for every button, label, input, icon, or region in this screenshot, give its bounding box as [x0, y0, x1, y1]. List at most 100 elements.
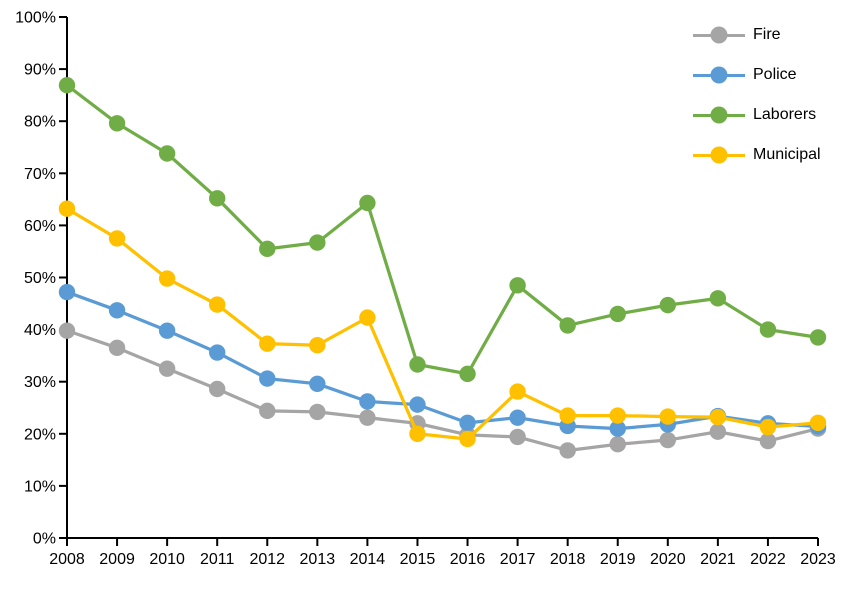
data-point-police-2012	[259, 370, 276, 387]
data-point-police-2019	[609, 420, 626, 437]
data-point-police-2015	[409, 396, 426, 413]
data-point-police-2016	[459, 414, 476, 432]
legend-item-police: Police	[693, 55, 821, 95]
x-axis-tick-label: 2016	[450, 551, 486, 568]
data-point-fire-2008	[58, 322, 76, 339]
data-point-police-2017	[509, 409, 526, 426]
data-point-fire-2014	[359, 409, 376, 426]
data-point-laborers-2015	[409, 356, 426, 373]
chart-legend: Fire Police Laborers Municipal	[693, 15, 821, 175]
data-point-municipal-2014	[359, 309, 376, 326]
x-axis-tick-label: 2023	[800, 551, 836, 568]
x-axis-tick-label: 2017	[500, 551, 536, 568]
data-point-police-2008	[58, 283, 76, 301]
data-point-municipal-2018	[559, 407, 576, 424]
legend-item-municipal: Municipal	[693, 135, 821, 175]
data-point-municipal-2016	[459, 430, 476, 448]
data-point-laborers-2017	[509, 277, 526, 294]
legend-marker-line	[693, 26, 745, 44]
data-point-laborers-2019	[609, 305, 626, 323]
x-axis-tick-label: 2013	[300, 551, 336, 568]
data-point-fire-2021	[709, 423, 727, 440]
x-axis-tick-label: 2008	[49, 551, 85, 568]
data-point-fire-2012	[259, 402, 276, 420]
y-axis-tick-label: 90%	[24, 62, 56, 79]
legend-marker-line	[693, 106, 745, 124]
y-axis-tick-label: 30%	[24, 374, 56, 391]
data-point-municipal-2013	[309, 337, 326, 354]
data-point-municipal-2021	[709, 408, 727, 426]
legend-label: Municipal	[753, 146, 821, 163]
data-point-municipal-2010	[158, 270, 176, 287]
data-point-police-2010	[158, 322, 176, 339]
x-axis-tick-label: 2022	[750, 551, 786, 568]
x-axis-tick-label: 2021	[700, 551, 736, 568]
data-point-laborers-2018	[559, 317, 576, 334]
y-axis-tick-label: 0%	[33, 531, 56, 548]
legend-marker-dot	[710, 26, 728, 44]
data-point-police-2014	[359, 393, 376, 410]
y-axis-tick-label: 80%	[24, 114, 56, 131]
data-point-municipal-2019	[609, 407, 626, 424]
x-axis-tick-label: 2015	[400, 551, 436, 568]
data-point-fire-2020	[659, 431, 676, 449]
data-point-municipal-2012	[259, 335, 276, 352]
x-axis-tick-label: 2012	[249, 551, 285, 568]
data-point-laborers-2023	[809, 329, 827, 346]
data-point-laborers-2020	[659, 296, 676, 314]
x-axis-tick-label: 2018	[550, 551, 586, 568]
y-axis-tick-label: 20%	[24, 426, 56, 443]
data-point-police-2011	[209, 344, 226, 361]
x-axis-tick-label: 2010	[149, 551, 185, 568]
series-line-fire	[66, 329, 819, 453]
data-point-police-2013	[309, 375, 326, 392]
y-axis-tick-label: 60%	[24, 218, 56, 235]
data-point-laborers-2009	[108, 115, 126, 132]
data-point-municipal-2022	[759, 418, 777, 436]
data-point-laborers-2012	[259, 240, 276, 258]
data-point-municipal-2008	[58, 200, 76, 217]
data-point-municipal-2009	[108, 230, 126, 247]
legend-label: Laborers	[753, 106, 817, 123]
data-point-laborers-2016	[459, 365, 476, 383]
y-axis-tick-label: 50%	[24, 270, 56, 287]
data-point-laborers-2011	[209, 190, 226, 207]
data-point-police-2009	[108, 302, 126, 319]
data-point-fire-2009	[108, 339, 126, 357]
data-point-fire-2022	[759, 432, 777, 450]
data-point-laborers-2022	[759, 321, 777, 338]
x-axis-tick-label: 2019	[600, 551, 636, 568]
data-point-municipal-2015	[409, 425, 426, 442]
data-point-fire-2011	[209, 380, 226, 398]
data-point-municipal-2017	[509, 383, 526, 400]
data-point-laborers-2021	[709, 290, 727, 307]
y-axis-tick-label: 10%	[24, 478, 56, 495]
data-point-fire-2013	[309, 403, 326, 421]
legend-marker-line	[693, 66, 745, 84]
legend-item-fire: Fire	[693, 15, 821, 55]
data-point-laborers-2010	[158, 145, 176, 162]
data-point-fire-2019	[609, 436, 626, 453]
legend-label: Fire	[753, 26, 781, 43]
data-point-laborers-2014	[359, 194, 376, 212]
legend-label: Police	[753, 66, 797, 83]
series-line-municipal	[66, 207, 819, 441]
y-axis-tick-label: 100%	[15, 10, 56, 27]
series-line-police	[66, 290, 819, 431]
legend-marker-dot	[710, 146, 728, 164]
x-axis-tick-label: 2009	[99, 551, 135, 568]
data-point-laborers-2008	[58, 77, 76, 94]
data-point-municipal-2023	[809, 414, 827, 432]
data-point-fire-2017	[509, 428, 526, 446]
series-line-laborers	[66, 83, 819, 376]
legend-item-laborers: Laborers	[693, 95, 821, 135]
legend-marker-dot	[710, 66, 728, 84]
x-axis-tick-label: 2011	[200, 551, 235, 568]
data-point-municipal-2020	[659, 408, 676, 425]
data-point-municipal-2011	[209, 296, 226, 313]
data-point-laborers-2013	[309, 234, 326, 251]
x-axis-tick-label: 2020	[650, 551, 686, 568]
data-point-fire-2010	[158, 360, 176, 377]
data-point-fire-2018	[559, 442, 576, 459]
